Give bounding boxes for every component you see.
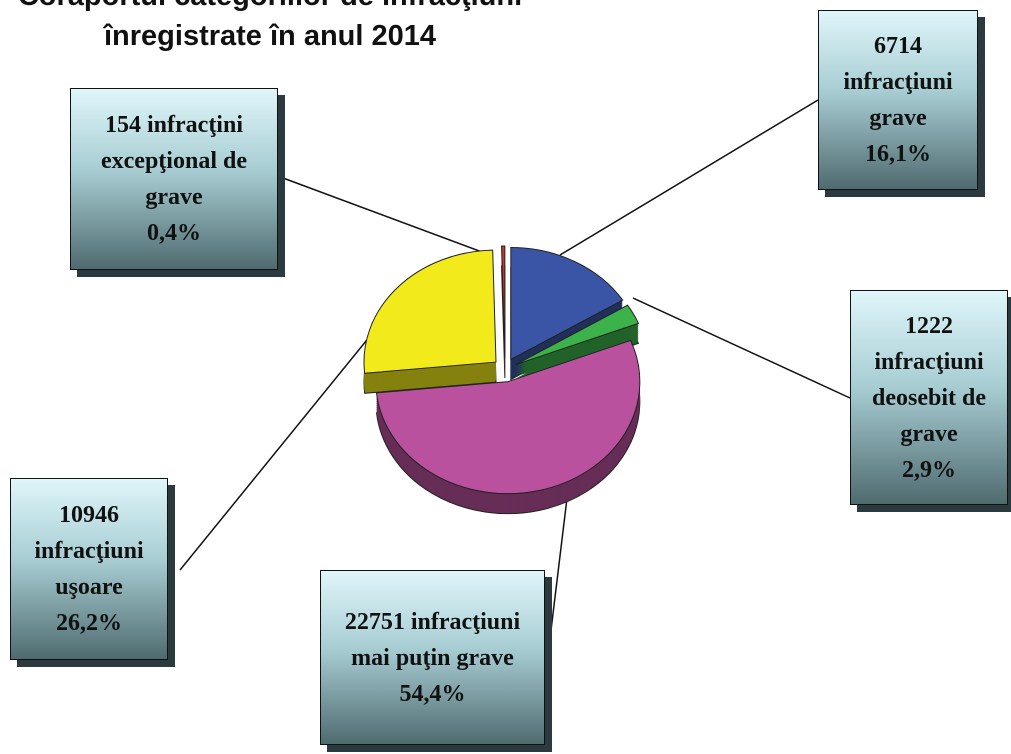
leader-line <box>632 297 851 399</box>
callout-box: 22751 infracţiuni mai puţin grave 54,4% <box>320 570 545 745</box>
value-label: 26,2% <box>56 610 122 636</box>
slice <box>515 304 640 366</box>
category-label: infracţini excepţional de grave <box>101 112 247 210</box>
callout-text: 6714 infracţiuni grave 16,1% <box>825 28 971 172</box>
category-label: infracţiuni mai puţin grave <box>351 608 521 671</box>
callout-box: 154 infracţini excepţional de grave 0,4% <box>70 88 278 270</box>
value-label: 54,4% <box>399 680 466 707</box>
value-label: 0,4% <box>147 220 201 246</box>
slice <box>510 247 624 361</box>
callout-text: 1222 infracţiuni deosebit de grave 2,9% <box>857 308 1001 488</box>
count-label: 10946 <box>59 502 119 528</box>
slice <box>363 249 497 374</box>
callout-text: 154 infracţini excepţional de grave 0,4% <box>77 107 271 251</box>
leader-line <box>179 329 376 571</box>
leader-line <box>547 489 569 656</box>
callout-box: 6714 infracţiuni grave 16,1% <box>818 10 978 190</box>
leader-line <box>282 177 491 256</box>
callout-box: 10946 infracţiuni uşoare 26,2% <box>10 478 168 660</box>
value-label: 16,1% <box>865 141 931 167</box>
callout-box: 1222 infracţiuni deosebit de grave 2,9% <box>850 290 1008 505</box>
category-label: infracţiuni deosebit de grave <box>872 348 986 447</box>
callout-text: 10946 infracţiuni uşoare 26,2% <box>17 497 161 641</box>
slice <box>501 245 506 359</box>
callout-text: 22751 infracţiuni mai puţin grave 54,4% <box>327 604 538 712</box>
count-label: 22751 <box>344 608 405 635</box>
category-label: infracţiuni uşoare <box>34 538 144 600</box>
leader-line <box>559 99 819 256</box>
category-label: infracţiuni grave <box>843 69 953 131</box>
count-label: 6714 <box>874 33 922 59</box>
slice <box>375 339 641 495</box>
chart-title: Coraportul categoriilor de infracţiuni î… <box>18 0 522 52</box>
value-label: 2,9% <box>902 456 956 483</box>
count-label: 154 <box>105 112 141 138</box>
count-label: 1222 <box>905 312 953 339</box>
